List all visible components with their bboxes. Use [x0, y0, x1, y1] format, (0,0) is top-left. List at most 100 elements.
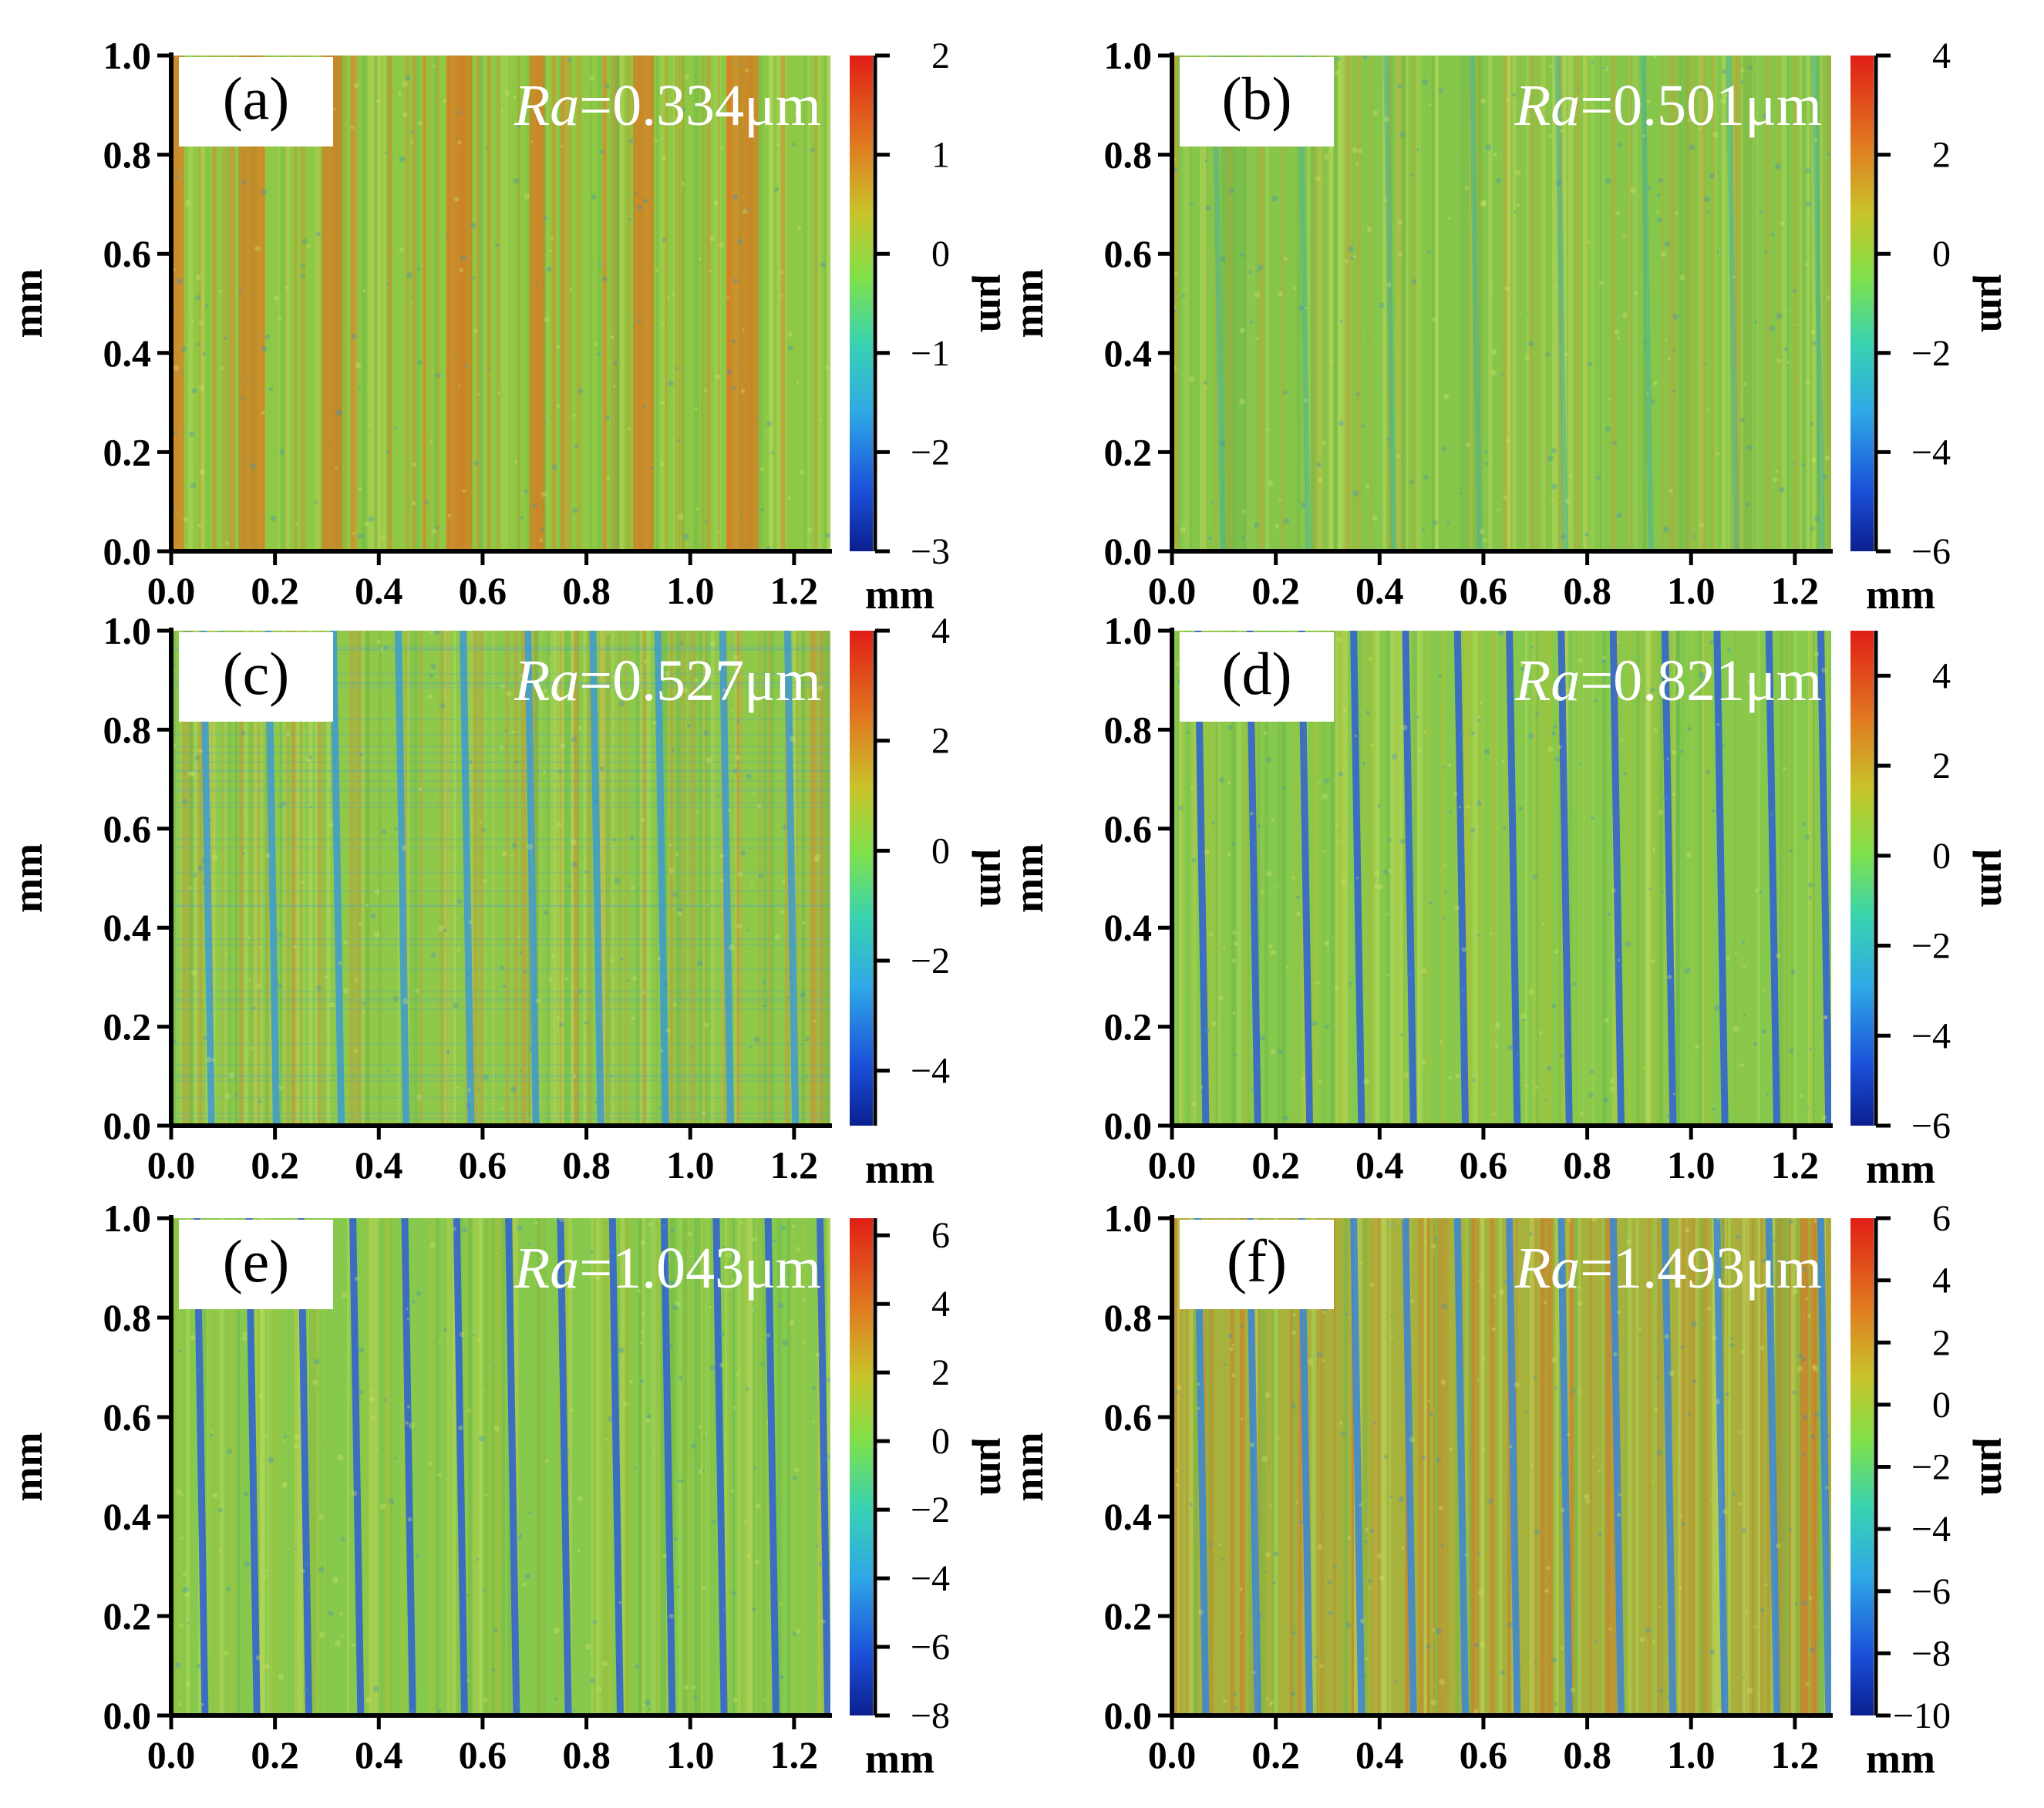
y-tick-label: 0.0	[1104, 530, 1153, 573]
x-tick-label: 0.4	[355, 569, 403, 612]
x-axis-title: mm	[865, 1146, 934, 1192]
y-tick-label: 0.6	[1104, 232, 1153, 275]
y-tick-label: 0.0	[103, 530, 152, 573]
colorbar-tick-label: 2	[1932, 1322, 1951, 1363]
y-tick-label: 1.0	[1104, 34, 1153, 77]
y-tick-label: 0.2	[103, 1005, 152, 1049]
colorbar-tick-label: 0	[1932, 234, 1951, 274]
y-tick-label: 0.6	[103, 1396, 152, 1439]
y-tick-label: 0.0	[103, 1694, 152, 1737]
colorbar-unit: μm	[971, 274, 1018, 333]
x-tick-label: 0.4	[355, 1733, 403, 1776]
x-tick-label: 1.0	[666, 1143, 715, 1187]
groove-line	[1453, 1218, 1470, 1715]
y-tick-label: 0.6	[1104, 1396, 1153, 1439]
y-tick-label: 0.4	[103, 906, 152, 949]
groove-line	[524, 631, 540, 1126]
y-tick-label: 1.0	[1104, 1197, 1153, 1240]
colorbar-tick-label: 0	[931, 1421, 950, 1462]
panel-label: (c)	[223, 640, 290, 707]
heatmap-surface	[171, 56, 830, 551]
panel-e: 0.0 0.2 0.4 0.6 0.8 1.0 0.0 0.2 0.4 0.6 0.8 1.0 1.2 m…	[5, 1197, 1018, 1782]
groove-line	[401, 1218, 416, 1715]
groove-line	[1765, 631, 1780, 1126]
x-axis-title: mm	[865, 571, 934, 618]
groove-line	[654, 631, 669, 1126]
x-tick-label: 0.0	[1148, 1733, 1197, 1776]
y-tick-label: 1.0	[103, 34, 152, 77]
colorbar-tick-label: −8	[911, 1695, 950, 1736]
groove-line	[1726, 56, 1739, 551]
x-tick-label: 0.6	[459, 1733, 507, 1776]
x-tick-label: 1.2	[1771, 1733, 1820, 1776]
x-axis-title: mm	[1866, 1146, 1935, 1192]
colorbar-tick-label: 4	[1932, 655, 1951, 696]
colorbar	[1850, 1218, 1874, 1715]
colorbar-tick-label: 2	[931, 721, 950, 762]
x-tick-label: 0.8	[562, 569, 611, 612]
panel-tag-box	[179, 57, 333, 146]
y-tick-label: 0.2	[103, 430, 152, 473]
colorbar-tick-label: 4	[1932, 35, 1951, 76]
colorbar-unit: μm	[1972, 274, 2019, 333]
colorbar-tick-label: −2	[911, 1490, 950, 1530]
groove-line	[1817, 631, 1831, 1126]
ra-annotation: Ra=0.501μm	[1514, 73, 1822, 138]
panel-tag-box	[1180, 1220, 1334, 1309]
groove-line	[395, 631, 410, 1126]
colorbar-tick-label: −4	[911, 1558, 950, 1599]
x-tick-label: 0.2	[251, 1143, 299, 1187]
x-tick-label: 0.2	[1251, 1733, 1300, 1776]
groove-line	[1765, 1218, 1780, 1715]
groove-line	[505, 1218, 520, 1715]
x-tick-label: 1.2	[1771, 569, 1820, 612]
colorbar-tick-label: −2	[1911, 926, 1951, 967]
panel-tag-box	[179, 632, 333, 722]
groove-line	[1662, 1218, 1677, 1715]
groove-line	[1811, 56, 1825, 551]
colorbar-tick-label: −4	[911, 1051, 950, 1092]
colorbar-tick-label: 2	[1932, 135, 1951, 176]
heatmap-surface	[1172, 1218, 1831, 1715]
panel-d: 0.0 0.2 0.4 0.6 0.8 1.0 0.0 0.2 0.4 0.6 0.8 1.0 1.2 m…	[1005, 609, 2019, 1192]
groove-line	[1506, 631, 1521, 1126]
y-tick-label: 1.0	[1104, 609, 1153, 652]
groove-line	[1640, 56, 1654, 551]
y-tick-label: 0.6	[1104, 807, 1153, 850]
y-tick-label: 0.4	[1104, 1495, 1153, 1538]
x-tick-label: 0.8	[562, 1733, 611, 1776]
x-tick-label: 1.2	[1771, 1143, 1820, 1187]
x-tick-label: 0.8	[1563, 569, 1611, 612]
colorbar-tick-label: 2	[1932, 746, 1951, 786]
y-tick-label: 0.8	[1104, 133, 1153, 177]
colorbar	[850, 1218, 873, 1715]
x-tick-label: 1.2	[770, 569, 819, 612]
groove-line	[1557, 1218, 1573, 1715]
groove-line	[1506, 1218, 1521, 1715]
groove-line	[817, 1218, 830, 1715]
x-tick-label: 1.2	[770, 1733, 819, 1776]
panel-tag-box	[1180, 632, 1334, 722]
groove-line	[661, 1218, 676, 1715]
x-tick-label: 0.4	[1355, 1143, 1404, 1187]
x-tick-label: 1.0	[1667, 569, 1716, 612]
x-axis-title: mm	[865, 1736, 934, 1782]
panel-tag-box	[1180, 57, 1334, 146]
groove-line	[712, 1218, 728, 1715]
x-axis-title: mm	[1866, 571, 1935, 618]
panel-label: (b)	[1222, 65, 1292, 132]
colorbar-tick-label: 6	[931, 1215, 950, 1256]
y-tick-label: 0.8	[103, 708, 152, 751]
groove-line	[1662, 631, 1677, 1126]
groove-line	[1609, 1218, 1625, 1715]
colorbar-tick-label: −3	[911, 531, 950, 572]
y-axis-title: mm	[1005, 843, 1052, 913]
y-tick-label: 0.0	[1104, 1104, 1153, 1147]
x-tick-label: 0.4	[1355, 569, 1404, 612]
colorbar-tick-label: −6	[1911, 1106, 1951, 1146]
colorbar-tick-label: −8	[1911, 1633, 1951, 1674]
colorbar-tick-label: 2	[931, 1352, 950, 1393]
x-tick-label: 0.6	[1460, 1733, 1508, 1776]
colorbar-tick-label: −2	[1911, 1447, 1951, 1488]
